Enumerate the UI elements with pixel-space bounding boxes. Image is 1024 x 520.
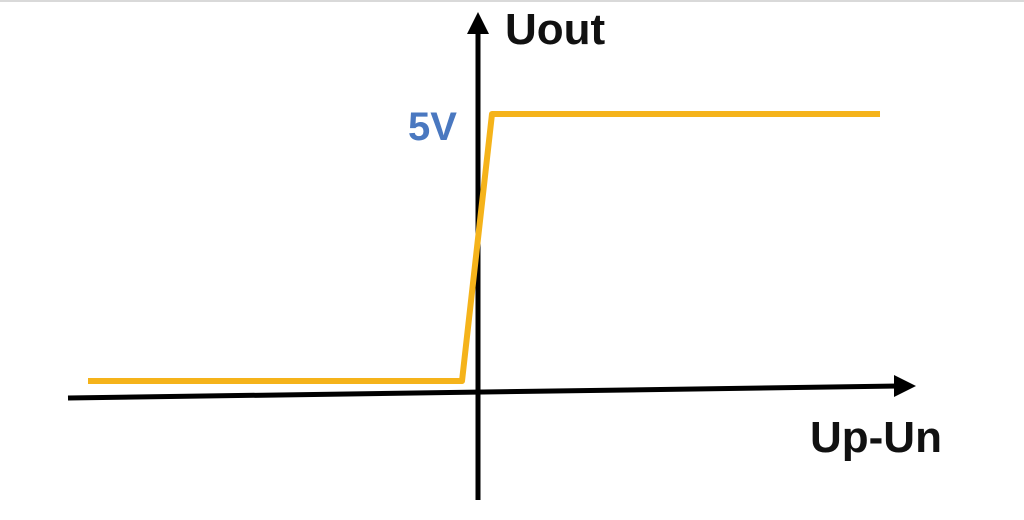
axes <box>67 12 916 500</box>
y-tick-label-0: 5V <box>408 105 457 149</box>
x-axis-arrow-icon <box>894 375 916 397</box>
x-axis-label: Up-Un <box>810 413 942 462</box>
x-axis <box>67 383 903 401</box>
series-group <box>88 111 880 384</box>
y-tick-labels: 5V <box>408 105 457 149</box>
y-axis-arrow-icon <box>467 12 489 34</box>
top-border <box>0 0 1024 2</box>
series-line-0 <box>88 111 880 384</box>
y-axis-label: Uout <box>505 5 606 54</box>
